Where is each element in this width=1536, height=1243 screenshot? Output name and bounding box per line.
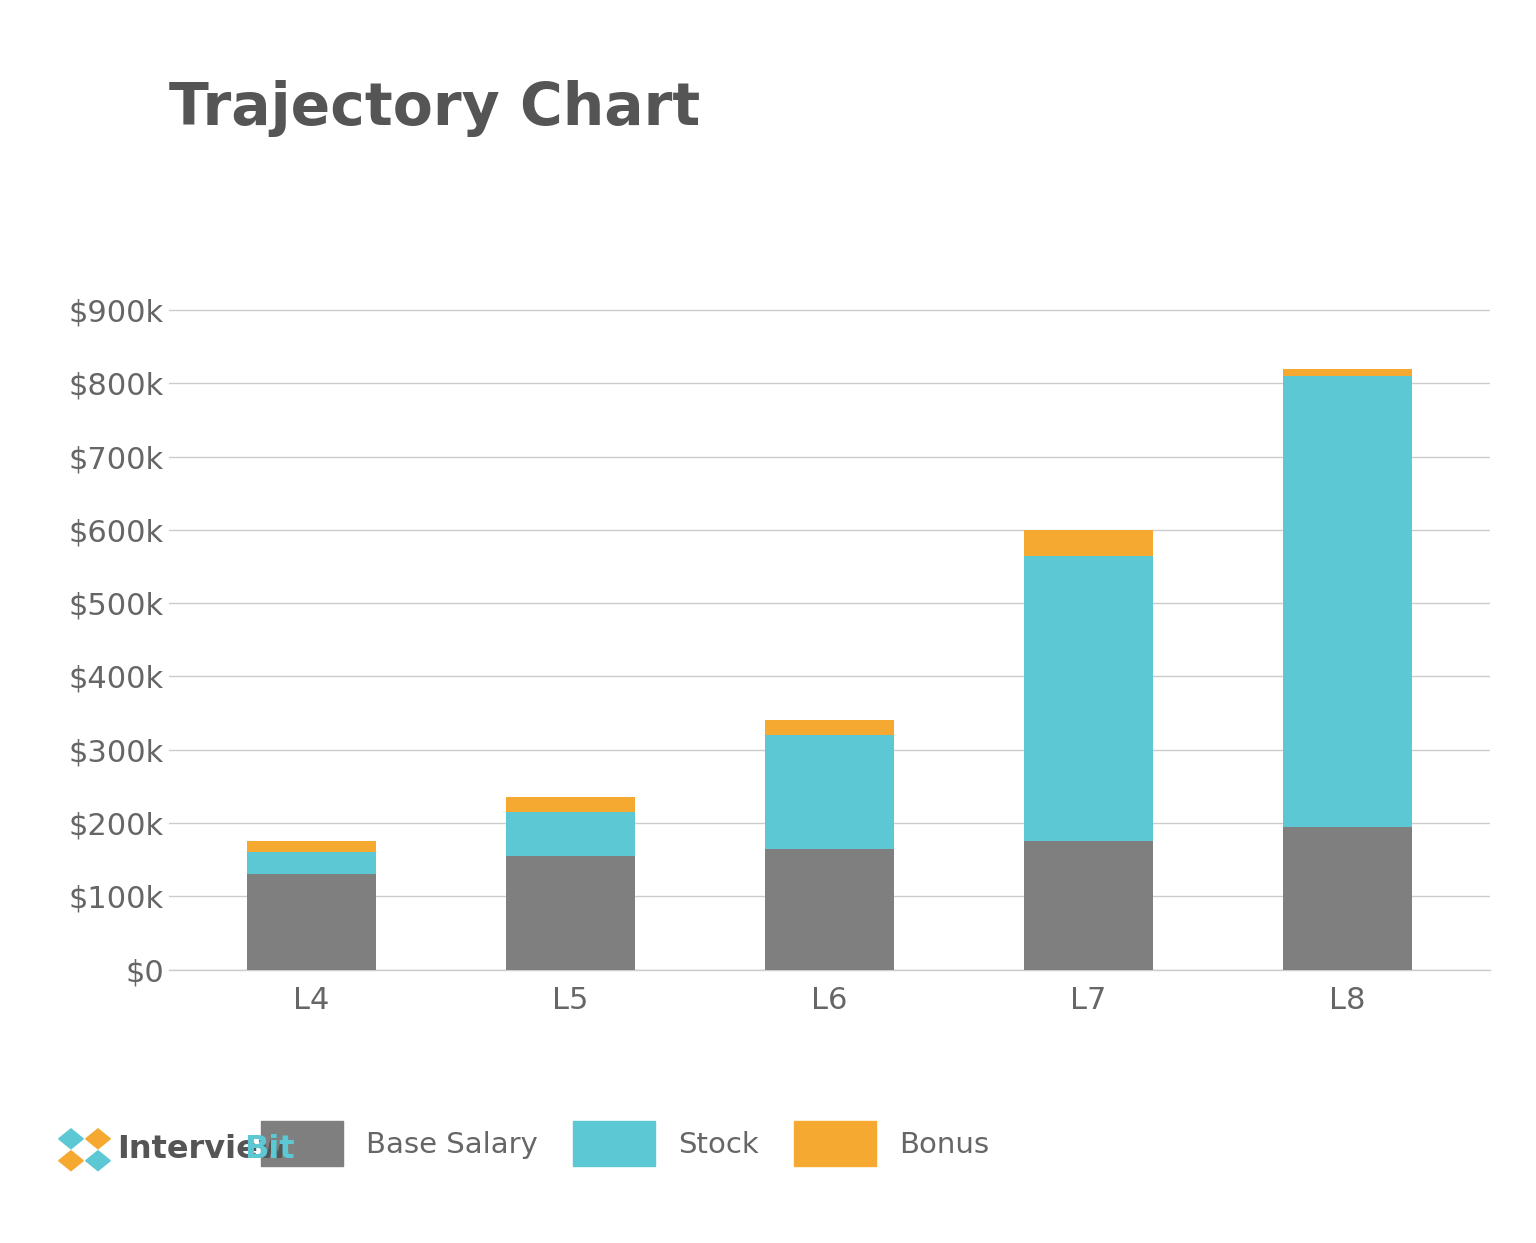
- Bar: [247, 874, 376, 970]
- Bar: [765, 849, 894, 970]
- Bar: [505, 797, 636, 812]
- Bar: [765, 735, 894, 849]
- Bar: [505, 856, 636, 970]
- Bar: [247, 853, 376, 874]
- Text: Interview: Interview: [117, 1135, 287, 1165]
- Bar: [1283, 827, 1412, 970]
- Bar: [765, 721, 894, 735]
- Bar: [1023, 556, 1154, 842]
- Text: Bit: Bit: [244, 1135, 295, 1165]
- Bar: [1283, 369, 1412, 377]
- Bar: [505, 812, 636, 856]
- Text: Trajectory Chart: Trajectory Chart: [169, 80, 700, 137]
- Bar: [1023, 842, 1154, 970]
- Bar: [1283, 377, 1412, 827]
- Legend: Base Salary, Stock, Bonus: Base Salary, Stock, Bonus: [249, 1110, 1000, 1178]
- Bar: [247, 842, 376, 853]
- Bar: [1023, 530, 1154, 556]
